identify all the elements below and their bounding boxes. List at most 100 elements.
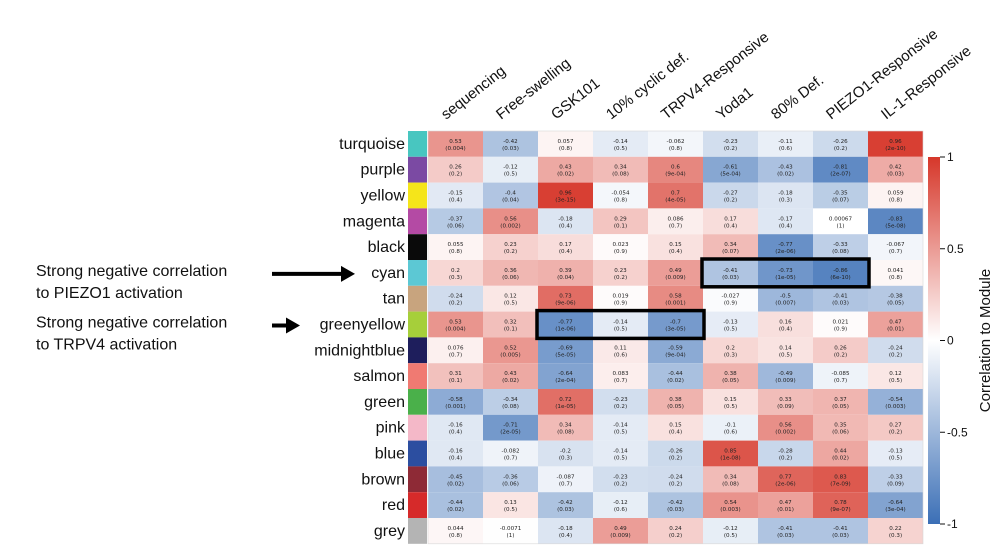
cell-pvalue-yellow-il-1-responsive: (0.8) [889, 198, 902, 204]
cell-pvalue-midnightblue-il-1-responsive: (0.2) [889, 352, 902, 358]
cell-value-greenyellow-trpv4-responsive: -0.7 [670, 320, 681, 326]
cell-value-tan-il-1-responsive: -0.38 [888, 294, 903, 300]
cell-value-tan-10-cyclic-def: 0.019 [612, 294, 628, 300]
cell-pvalue-green-il-1-responsive: (0.003) [885, 404, 905, 410]
cell-value-greenyellow-sequencing: 0.53 [449, 320, 462, 326]
heatmap-cell-cyan-yoda1 [703, 260, 758, 286]
cell-value-yellow-free-swelling: -0.4 [505, 191, 516, 197]
cell-pvalue-salmon-il-1-responsive: (0.5) [889, 378, 902, 384]
cell-pvalue-pink-80-def: (0.002) [775, 430, 795, 436]
heatmap-cell-purple-80-def [758, 156, 813, 183]
cell-value-salmon-trpv4-responsive: -0.44 [668, 371, 683, 377]
cell-value-black-10-cyclic-def: 0.023 [612, 242, 628, 248]
cell-pvalue-blue-sequencing: (0.4) [449, 456, 462, 462]
cell-value-yellow-sequencing: -0.15 [448, 191, 463, 197]
heatmap-cell-greenyellow-trpv4-responsive [648, 311, 703, 338]
heatmap-cell-pink-trpv4-responsive [648, 414, 703, 441]
cell-value-cyan-free-swelling: 0.36 [504, 268, 517, 274]
row-label-greenyellow: greenyellow [320, 317, 406, 334]
cell-pvalue-salmon-gsk101: (2e-04) [555, 378, 576, 384]
cell-pvalue-black-10-cyclic-def: (0.9) [614, 249, 627, 255]
heatmap-cell-red-free-swelling [483, 492, 538, 518]
cell-value-green-gsk101: 0.72 [559, 397, 571, 403]
cell-pvalue-grey-sequencing: (0.8) [449, 533, 462, 539]
cell-pvalue-tan-piezo1-responsive: (0.03) [832, 301, 849, 307]
heatmap-cell-magenta-piezo1-responsive [813, 208, 868, 235]
heatmap-cells [427, 130, 924, 545]
highlight-boxes [535, 257, 871, 341]
cell-value-cyan-10-cyclic-def: 0.23 [614, 268, 627, 274]
cell-pvalue-black-sequencing: (0.8) [449, 249, 462, 255]
heatmap-cell-green-80-def [758, 389, 813, 415]
heatmap-cell-purple-trpv4-responsive [648, 156, 703, 183]
cell-value-tan-free-swelling: 0.12 [504, 294, 516, 300]
cell-pvalue-cyan-sequencing: (0.3) [449, 275, 462, 281]
heatmap-cell-greenyellow-gsk101 [538, 311, 593, 338]
row-swatch-magenta [408, 208, 427, 235]
cell-pvalue-brown-trpv4-responsive: (0.2) [669, 481, 682, 487]
cell-pvalue-brown-sequencing: (0.02) [447, 481, 464, 487]
cell-value-magenta-sequencing: -0.37 [448, 216, 463, 222]
cell-value-greenyellow-80-def: 0.16 [779, 320, 792, 326]
cell-pvalue-tan-free-swelling: (0.5) [504, 301, 517, 307]
cell-pvalue-blue-gsk101: (0.3) [559, 456, 572, 462]
cell-value-black-yoda1: 0.34 [724, 242, 737, 248]
cell-pvalue-red-yoda1: (0.003) [720, 507, 740, 513]
cell-value-cyan-80-def: -0.73 [778, 268, 793, 274]
heatmap-cell-blue-80-def [758, 440, 813, 467]
cell-value-magenta-piezo1-responsive: 0.00067 [829, 216, 853, 222]
heatmap-cell-midnightblue-free-swelling [483, 337, 538, 364]
cell-value-greenyellow-piezo1-responsive: 0.021 [832, 320, 848, 326]
heatmap-cell-midnightblue-sequencing [428, 337, 483, 364]
cell-pvalue-red-80-def: (0.01) [777, 507, 794, 513]
cell-pvalue-red-piezo1-responsive: (9e-07) [830, 507, 851, 513]
cell-value-magenta-free-swelling: 0.56 [504, 216, 517, 222]
colorbar-tick-label: 0.5 [947, 242, 964, 256]
heatmap-cell-black-piezo1-responsive [813, 234, 868, 260]
cell-value-cyan-piezo1-responsive: -0.86 [833, 268, 848, 274]
cell-pvalue-green-yoda1: (0.5) [724, 404, 737, 410]
cell-value-red-10-cyclic-def: -0.12 [613, 500, 627, 506]
cell-pvalue-cyan-10-cyclic-def: (0.2) [614, 275, 627, 281]
colorbar-tick-label: -0.5 [947, 425, 968, 439]
cell-pvalue-cyan-yoda1: (0.03) [722, 275, 739, 281]
cell-value-red-gsk101: -0.42 [558, 500, 572, 506]
heatmap-cell-tan-gsk101 [538, 285, 593, 312]
heatmap-cell-purple-gsk101 [538, 156, 593, 183]
row-swatch-pink [408, 414, 427, 441]
cell-pvalue-greenyellow-il-1-responsive: (0.01) [887, 327, 904, 333]
heatmap-cell-tan-yoda1 [703, 285, 758, 312]
cell-value-brown-80-def: 0.77 [779, 474, 792, 480]
cell-pvalue-red-10-cyclic-def: (0.6) [614, 507, 627, 513]
heatmap-cell-black-10-cyclic-def [593, 234, 648, 260]
cell-value-pink-sequencing: -0.16 [448, 423, 463, 429]
cell-value-greenyellow-il-1-responsive: 0.47 [889, 320, 902, 326]
cell-pvalue-red-il-1-responsive: (3e-04) [885, 507, 906, 513]
cell-value-pink-yoda1: -0.1 [725, 423, 736, 429]
row-label-midnightblue: midnightblue [314, 342, 405, 359]
annotation-cyan: Strong negative correlation to PIEZO1 act… [36, 263, 355, 302]
annotation-arrow-head [286, 317, 300, 334]
cell-value-grey-il-1-responsive: 0.22 [889, 526, 901, 532]
cell-value-red-80-def: 0.47 [779, 500, 792, 506]
heatmap-cell-tan-sequencing [428, 285, 483, 312]
cell-pvalue-tan-gsk101: (9e-06) [555, 301, 576, 307]
cell-value-black-il-1-responsive: -0.067 [886, 242, 904, 248]
cell-pvalue-greenyellow-80-def: (0.4) [779, 327, 792, 333]
cell-value-black-free-swelling: 0.23 [504, 242, 517, 248]
heatmap-cell-greenyellow-il-1-responsive [868, 311, 923, 338]
cell-pvalue-green-80-def: (0.09) [777, 404, 794, 410]
cell-pvalue-pink-gsk101: (0.08) [557, 430, 574, 436]
cell-pvalue-magenta-trpv4-responsive: (0.7) [669, 223, 682, 229]
cell-value-yellow-piezo1-responsive: -0.35 [833, 191, 848, 197]
cell-pvalue-salmon-yoda1: (0.05) [722, 378, 739, 384]
cell-value-midnightblue-10-cyclic-def: 0.11 [614, 345, 627, 351]
heatmap-cell-blue-10-cyclic-def [593, 440, 648, 467]
heatmap-cell-cyan-il-1-responsive [868, 260, 923, 286]
heatmap-cell-brown-sequencing [428, 466, 483, 493]
cell-pvalue-cyan-piezo1-responsive: (6e-10) [830, 275, 851, 281]
heatmap-cell-red-10-cyclic-def [593, 492, 648, 518]
cell-value-pink-10-cyclic-def: -0.14 [613, 423, 628, 429]
cell-pvalue-greenyellow-gsk101: (1e-06) [555, 327, 576, 333]
heatmap-cell-midnightblue-10-cyclic-def [593, 337, 648, 364]
